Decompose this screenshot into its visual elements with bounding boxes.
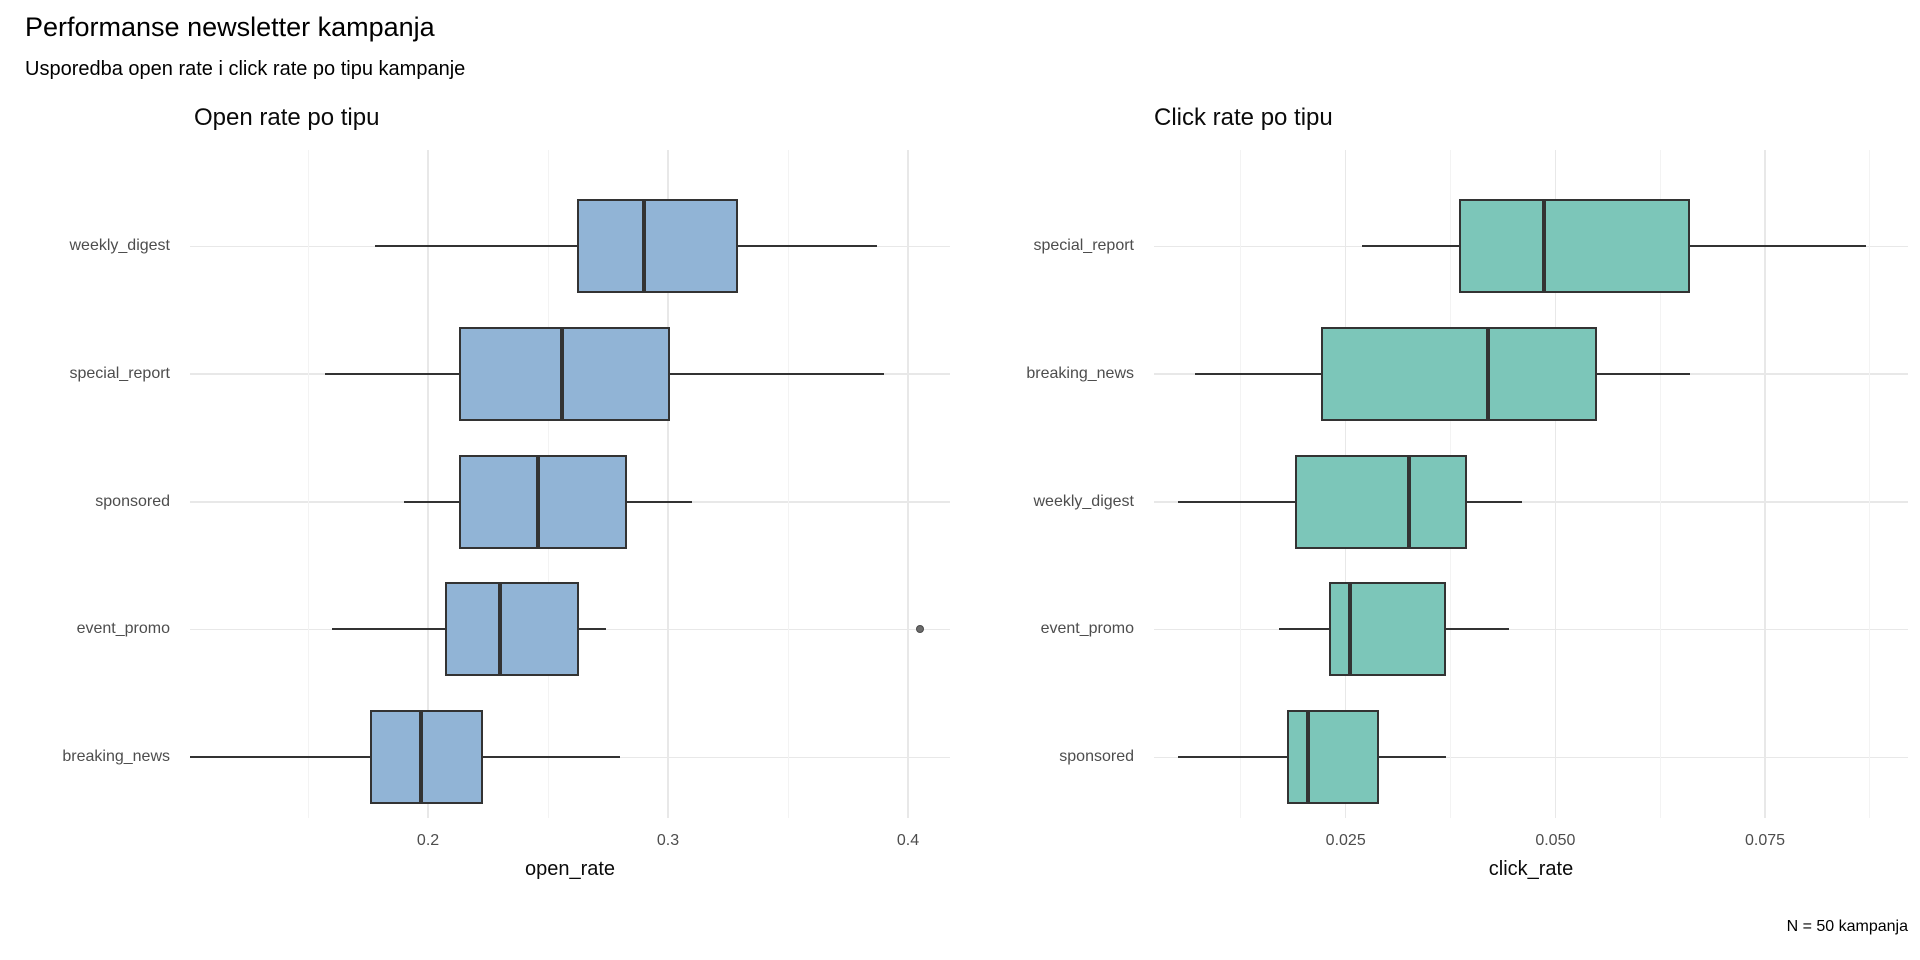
category-label-weekly_digest: weekly_digest xyxy=(1033,492,1135,510)
median-line-weekly_digest xyxy=(642,201,647,291)
chart-title: Performanse newsletter kampanja xyxy=(25,12,435,42)
boxplot-box-event_promo xyxy=(444,582,580,677)
grid-minor-x xyxy=(1869,150,1871,818)
boxplot-box-weekly_digest xyxy=(1295,454,1468,549)
median-line-sponsored xyxy=(1305,712,1310,802)
x-tick-label: 0.2 xyxy=(416,832,440,849)
x-tick-label: 0.3 xyxy=(656,832,680,849)
category-label-weekly_digest: weekly_digest xyxy=(69,237,171,254)
panel-title-click-rate: Click rate po tipu xyxy=(1154,104,1333,131)
boxplot-box-sponsored xyxy=(459,454,628,549)
category-label-sponsored: sponsored xyxy=(95,492,170,510)
category-label-breaking_news: breaking_news xyxy=(62,748,170,765)
chart-subtitle: Usporedba open rate i click rate po tipu… xyxy=(25,58,466,80)
panel-title-open-rate: Open rate po tipu xyxy=(194,104,380,131)
grid-minor-x xyxy=(1240,150,1242,818)
boxplot-box-breaking_news xyxy=(1320,326,1598,421)
boxplot-box-weekly_digest xyxy=(576,199,738,293)
median-line-weekly_digest xyxy=(1406,456,1411,547)
boxplot-box-breaking_news xyxy=(370,710,484,804)
boxplot-box-event_promo xyxy=(1328,582,1447,677)
x-axis-title-click-rate: click_rate xyxy=(1488,858,1574,880)
x-tick-label: 0.050 xyxy=(1535,832,1576,849)
boxplot-box-special_report xyxy=(459,326,671,421)
boxplot-box-special_report xyxy=(1458,199,1690,293)
grid-major-y xyxy=(1154,628,1908,631)
median-line-sponsored xyxy=(536,456,541,547)
median-line-breaking_news xyxy=(418,712,423,802)
median-line-breaking_news xyxy=(1486,328,1491,419)
median-line-special_report xyxy=(560,328,565,419)
category-label-special_report: special_report xyxy=(1033,237,1135,254)
grid-major-x xyxy=(1764,150,1766,818)
category-label-event_promo: event_promo xyxy=(1040,620,1134,638)
category-label-event_promo: event_promo xyxy=(76,620,170,638)
median-line-special_report xyxy=(1542,201,1547,291)
x-axis-title-open-rate: open_rate xyxy=(524,858,616,880)
x-tick-label: 0.075 xyxy=(1744,832,1786,849)
x-tick-label: 0.025 xyxy=(1325,832,1366,849)
category-label-breaking_news: breaking_news xyxy=(1026,364,1134,382)
x-tick-label: 0.4 xyxy=(896,832,920,849)
category-label-sponsored: sponsored xyxy=(1059,748,1134,765)
boxplot-box-sponsored xyxy=(1287,710,1380,804)
category-label-special_report: special_report xyxy=(69,364,171,382)
median-line-event_promo xyxy=(1347,584,1352,675)
chart-caption: N = 50 kampanja xyxy=(1786,918,1908,935)
outlier-point-event_promo xyxy=(916,625,924,634)
median-line-event_promo xyxy=(498,584,503,675)
